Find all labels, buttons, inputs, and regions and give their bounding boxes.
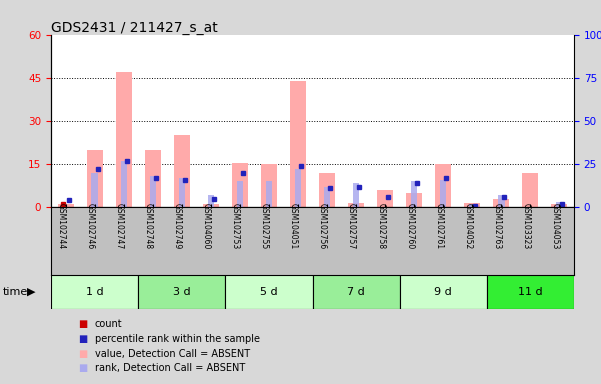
Bar (121, 161, 127, 207)
Text: 11 d: 11 d (518, 287, 543, 297)
Bar (178, 178, 185, 207)
Bar (435, 164, 451, 207)
Bar (557, 202, 563, 207)
Bar (150, 176, 156, 207)
Text: ■: ■ (78, 363, 87, 373)
Text: GDS2431 / 211427_s_at: GDS2431 / 211427_s_at (51, 21, 218, 35)
Bar (295, 169, 301, 207)
Bar (266, 182, 272, 207)
Bar (91, 173, 98, 207)
Bar (116, 72, 132, 207)
Bar (87, 150, 103, 207)
Text: 9 d: 9 d (435, 287, 452, 297)
Bar (290, 81, 306, 207)
Text: 5 d: 5 d (260, 287, 278, 297)
Text: percentile rank within the sample: percentile rank within the sample (95, 334, 260, 344)
Bar (465, 203, 480, 207)
Bar (353, 183, 359, 207)
Bar (174, 136, 190, 207)
Bar (487, 275, 574, 309)
Bar (552, 204, 567, 207)
Bar (261, 164, 277, 207)
Bar (232, 163, 248, 207)
Bar (377, 190, 393, 207)
Text: 7 d: 7 d (347, 287, 365, 297)
Bar (406, 193, 422, 207)
Bar (400, 275, 487, 309)
Bar (469, 204, 475, 207)
Text: time: time (3, 287, 28, 297)
Bar (145, 150, 160, 207)
Bar (225, 275, 313, 309)
Bar (313, 275, 400, 309)
Text: ▶: ▶ (27, 287, 35, 297)
Text: rank, Detection Call = ABSENT: rank, Detection Call = ABSENT (95, 363, 245, 373)
Bar (522, 173, 538, 207)
Bar (208, 195, 214, 207)
Bar (51, 275, 138, 309)
Text: 1 d: 1 d (86, 287, 103, 297)
Text: ■: ■ (78, 349, 87, 359)
Text: ■: ■ (78, 319, 87, 329)
Bar (138, 275, 225, 309)
Bar (348, 203, 364, 207)
Bar (203, 204, 219, 207)
Text: ■: ■ (78, 334, 87, 344)
Bar (324, 187, 330, 207)
Bar (440, 180, 447, 207)
Text: value, Detection Call = ABSENT: value, Detection Call = ABSENT (95, 349, 250, 359)
Bar (493, 199, 509, 207)
Bar (58, 204, 73, 207)
Text: 3 d: 3 d (173, 287, 191, 297)
Bar (411, 182, 417, 207)
Bar (319, 173, 335, 207)
Bar (237, 182, 243, 207)
Text: count: count (95, 319, 123, 329)
Bar (498, 195, 504, 207)
